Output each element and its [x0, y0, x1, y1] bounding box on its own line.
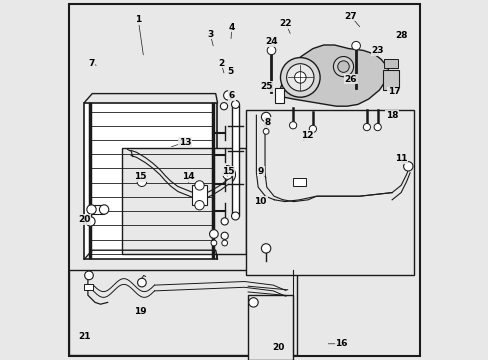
Text: 16: 16 [335, 339, 347, 348]
Polygon shape [278, 45, 387, 106]
Bar [69, 270, 297, 355]
Circle shape [194, 181, 204, 190]
Circle shape [209, 230, 218, 238]
Bar [91, 205, 104, 214]
Bar [382, 70, 399, 90]
Circle shape [286, 64, 313, 91]
Bar [275, 88, 284, 103]
Bar [122, 148, 246, 254]
Circle shape [137, 278, 146, 287]
Text: 23: 23 [371, 46, 383, 55]
Text: 5: 5 [226, 68, 233, 77]
Bar [231, 104, 239, 216]
Text: 1: 1 [135, 15, 141, 24]
Text: 18: 18 [385, 111, 398, 120]
Circle shape [223, 91, 232, 100]
Circle shape [337, 61, 348, 72]
Text: 21: 21 [78, 332, 90, 341]
Circle shape [261, 244, 270, 253]
Circle shape [261, 112, 270, 122]
Circle shape [294, 72, 305, 83]
Circle shape [231, 212, 239, 220]
Text: 3: 3 [207, 30, 213, 39]
Text: 24: 24 [264, 37, 277, 46]
Circle shape [220, 103, 227, 110]
Circle shape [99, 205, 108, 214]
Text: 9: 9 [257, 166, 264, 175]
Circle shape [84, 271, 93, 280]
Circle shape [221, 232, 228, 239]
Bar [247, 295, 292, 360]
Circle shape [263, 129, 268, 134]
Text: 20: 20 [272, 343, 285, 352]
Circle shape [222, 240, 227, 246]
Text: 14: 14 [182, 172, 195, 181]
Text: 19: 19 [134, 307, 146, 316]
Bar [84, 103, 217, 259]
Bar [246, 110, 413, 275]
Text: 8: 8 [264, 118, 270, 127]
Text: 13: 13 [179, 138, 191, 147]
Bar [84, 284, 93, 290]
Circle shape [194, 201, 204, 210]
Text: 11: 11 [394, 154, 407, 163]
Circle shape [289, 122, 296, 129]
Text: 15: 15 [222, 166, 234, 175]
Circle shape [309, 125, 316, 132]
Bar [384, 59, 397, 68]
Text: 2: 2 [218, 58, 224, 68]
Text: 6: 6 [228, 91, 235, 100]
Text: 10: 10 [254, 197, 266, 206]
Text: 28: 28 [394, 31, 407, 40]
Bar [192, 185, 206, 205]
Text: 27: 27 [344, 12, 356, 21]
Text: 20: 20 [78, 215, 90, 224]
Text: 7: 7 [88, 58, 95, 68]
Circle shape [85, 217, 95, 226]
Circle shape [137, 177, 146, 186]
Circle shape [333, 57, 353, 77]
Circle shape [221, 218, 228, 225]
Circle shape [280, 58, 320, 97]
Circle shape [363, 123, 370, 131]
Circle shape [248, 298, 258, 307]
Text: 22: 22 [279, 19, 291, 28]
Text: 4: 4 [228, 22, 235, 31]
Circle shape [223, 170, 232, 179]
Circle shape [351, 41, 360, 50]
Circle shape [266, 46, 275, 55]
Circle shape [87, 205, 96, 214]
Bar [292, 178, 305, 186]
Circle shape [211, 240, 216, 246]
Circle shape [373, 123, 381, 131]
Circle shape [231, 100, 239, 108]
Text: 17: 17 [387, 87, 399, 96]
Text: 25: 25 [259, 82, 272, 91]
Text: 12: 12 [301, 130, 313, 139]
Text: 15: 15 [134, 172, 146, 181]
Text: 26: 26 [344, 75, 356, 84]
Circle shape [403, 162, 412, 171]
